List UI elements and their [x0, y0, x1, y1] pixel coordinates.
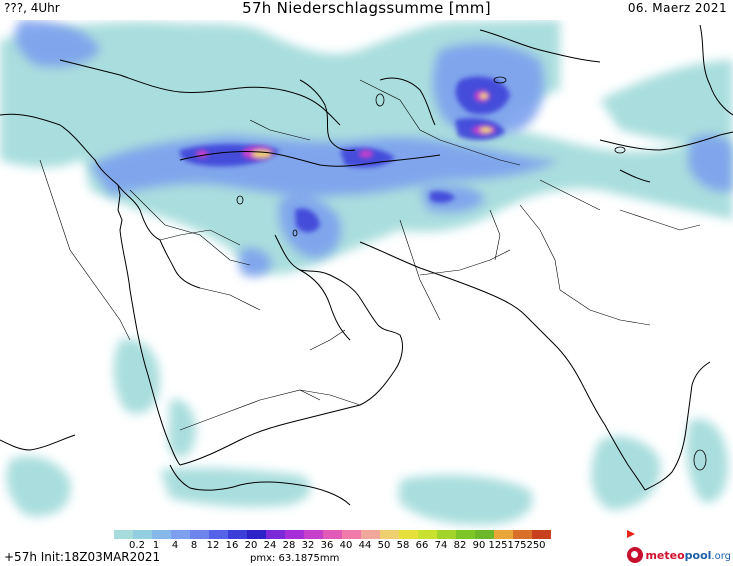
legend-swatch: [513, 530, 532, 539]
legend-tick-label: 12: [206, 540, 220, 551]
legend-tick-label: 20: [244, 540, 258, 551]
precip-light-areas: [0, 20, 733, 525]
map-header: ???, 4Uhr 57h Niederschlagssumme [mm] 06…: [0, 0, 733, 20]
legend-swatch: [266, 530, 285, 539]
legend-swatch: [152, 530, 171, 539]
legend-overflow-arrow: [627, 530, 635, 538]
pmx-label: pmx: 63.1875mm: [250, 553, 340, 564]
valid-date-label: 06. Maerz 2021: [627, 1, 727, 15]
legend-tick-label: 1: [152, 540, 160, 551]
legend-color-bar: [114, 530, 551, 539]
init-time-label: +57h Init:18Z03MAR2021: [4, 550, 161, 564]
legend-tick-label: 36: [320, 540, 334, 551]
legend-tick-label: 125: [488, 540, 508, 551]
precipitation-legend: 0.2 1 4 8 12 16 20 24 28 32 36 40 44 50 58 66 74 82 90 125 1…: [114, 530, 635, 552]
legend-tick-label: 90: [472, 540, 486, 551]
legend-swatch: [228, 530, 247, 539]
legend-tick-label: 82: [453, 540, 467, 551]
legend-swatch: [494, 530, 513, 539]
map-title: 57h Niederschlagssumme [mm]: [242, 0, 491, 17]
country-borders: [39, 79, 701, 431]
legend-tick-label: 50: [377, 540, 391, 551]
legend-swatch: [209, 530, 228, 539]
legend-tick-label: 24: [263, 540, 277, 551]
legend-swatch: [437, 530, 456, 539]
legend-swatch: [456, 530, 475, 539]
lakes: [236, 76, 707, 471]
valid-time-label: ???, 4Uhr: [4, 1, 60, 15]
logo-part-pool: pool: [684, 548, 712, 562]
legend-tick-label: 175: [507, 540, 527, 551]
legend-swatch: [399, 530, 418, 539]
legend-tick-label: 58: [396, 540, 410, 551]
legend-tick-label: 250: [526, 540, 546, 551]
legend-swatch: [475, 530, 494, 539]
legend-tick-label: 40: [339, 540, 353, 551]
precip-intense-cores: [196, 90, 496, 160]
legend-tick-label: 16: [225, 540, 239, 551]
legend-swatch: [304, 530, 323, 539]
legend-tick-labels: 0.2 1 4 8 12 16 20 24 28 32 36 40 44 50 58 66 74 82 90 125 1…: [114, 540, 654, 552]
legend-tick-label: 66: [415, 540, 429, 551]
legend-swatch: [342, 530, 361, 539]
logo-part-meteo: meteo: [645, 548, 685, 562]
legend-swatch: [532, 530, 551, 539]
legend-tick-label: 32: [301, 540, 315, 551]
meteopool-logo[interactable]: meteopool.org: [627, 546, 731, 564]
legend-tick-label: 44: [358, 540, 372, 551]
legend-swatch: [171, 530, 190, 539]
legend-tick-label: 0.2: [129, 540, 145, 551]
legend-swatch: [190, 530, 209, 539]
legend-swatch: [380, 530, 399, 539]
legend-swatch: [361, 530, 380, 539]
legend-tick-label: 28: [282, 540, 296, 551]
legend-tick-label: 74: [434, 540, 448, 551]
legend-swatch: [133, 530, 152, 539]
legend-swatch: [114, 530, 133, 539]
map-canvas: [0, 20, 733, 525]
logo-icon: [627, 547, 644, 563]
legend-swatch: [285, 530, 304, 539]
legend-swatch: [418, 530, 437, 539]
precipitation-map: [0, 20, 733, 530]
legend-tick-label: 8: [190, 540, 198, 551]
legend-tick-label: 4: [171, 540, 179, 551]
logo-part-org: .org: [711, 550, 731, 562]
legend-swatch: [323, 530, 342, 539]
legend-swatch: [247, 530, 266, 539]
